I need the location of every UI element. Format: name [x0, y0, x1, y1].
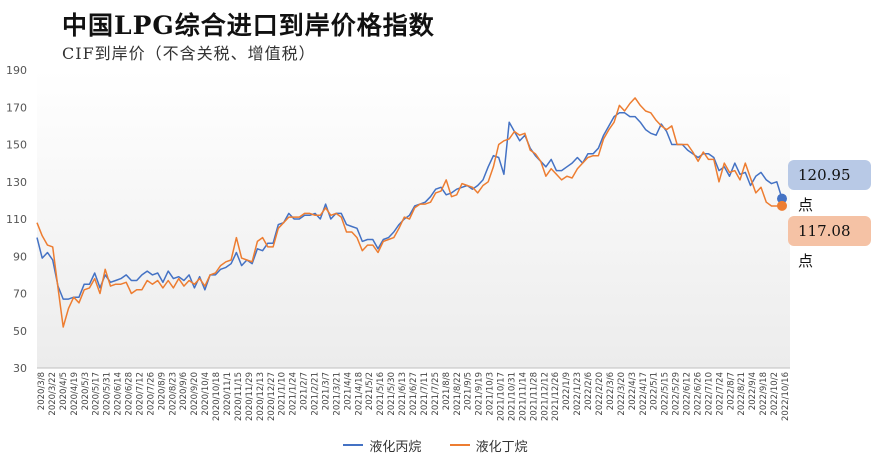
x-tick-label: 2022/7/10: [704, 372, 714, 416]
x-tick-label: 2020/5/3: [81, 372, 91, 410]
x-tick-label: 2020/3/8: [37, 372, 47, 410]
x-tick-label: 2021/10/3: [486, 372, 496, 416]
x-tick-label: 2022/10/16: [781, 372, 791, 421]
legend-label-butane: 液化丁烷: [475, 439, 528, 455]
legend: 液化丙烷 液化丁烷: [0, 435, 871, 455]
x-tick-label: 2020/12/13: [256, 372, 266, 421]
x-tick-label: 2021/1/24: [289, 372, 299, 416]
x-tick-label: 2020/5/31: [103, 372, 113, 416]
y-tick-label: 50: [13, 325, 27, 338]
x-tick-label: 2021/10/17: [497, 372, 507, 421]
y-tick-label: 150: [6, 139, 27, 152]
x-tick-label: 2022/5/15: [661, 372, 671, 416]
x-tick-label: 2021/12/12: [540, 372, 550, 421]
x-tick-label: 2020/6/28: [125, 372, 135, 416]
propane-end-marker: [777, 193, 787, 204]
x-tick-label: 2022/8/21: [737, 372, 747, 416]
x-tick-label: 2022/6/12: [683, 372, 693, 416]
butane-end-marker: [777, 200, 787, 211]
y-tick-label: 190: [6, 64, 27, 77]
x-tick-label: 2021/5/2: [365, 372, 375, 410]
x-tick-label: 2021/9/19: [475, 372, 485, 416]
y-tick-label: 110: [6, 213, 27, 226]
x-tick-label: 2020/10/18: [212, 372, 222, 421]
x-tick-label: 2022/6/26: [693, 372, 703, 416]
x-tick-label: 2020/8/9: [157, 372, 167, 410]
x-tick-label: 2021/1/10: [278, 372, 288, 416]
y-tick-label: 70: [13, 288, 27, 301]
x-tick-label: 2021/8/8: [442, 372, 452, 410]
y-tick-label: 90: [13, 250, 27, 263]
x-tick-label: 2020/4/5: [59, 372, 69, 410]
y-tick-label: 170: [6, 101, 27, 114]
x-tick-label: 2022/9/4: [748, 372, 758, 410]
series-group: [36, 97, 787, 328]
x-tick-label: 2020/7/26: [146, 372, 156, 416]
x-tick-label: 2021/5/16: [376, 372, 386, 416]
x-tick-label: 2021/8/22: [453, 372, 463, 416]
butane-end-label: 117.08点: [788, 216, 871, 270]
x-tick-label: 2022/3/20: [617, 372, 627, 416]
x-tick-label: 2022/1/9: [562, 372, 572, 410]
legend-item-propane[interactable]: 液化丙烷: [343, 436, 421, 455]
x-tick-label: 2022/7/24: [715, 372, 725, 416]
x-tick-label: 2021/2/21: [311, 372, 321, 416]
propane-end-label: 120.95点: [788, 160, 871, 214]
x-tick-label: 2022/8/7: [726, 372, 736, 410]
x-tick-label: 2022/5/1: [650, 372, 660, 410]
x-tick-label: 2022/3/6: [606, 372, 616, 410]
x-tick-label: 2021/7/11: [420, 372, 430, 416]
x-tick-label: 2022/9/18: [759, 372, 769, 416]
x-tick-label: 2020/5/17: [92, 372, 102, 416]
legend-swatch-butane: [449, 444, 470, 446]
x-tick-label: 2020/11/1: [223, 372, 233, 416]
x-tick-label: 2020/3/22: [48, 372, 58, 416]
x-tick-label: 2020/10/4: [201, 372, 211, 416]
x-tick-label: 2021/2/7: [300, 372, 310, 410]
x-tick-label: 2021/11/14: [518, 372, 528, 421]
x-tick-label: 2022/2/6: [584, 372, 594, 410]
x-tick-label: 2022/5/29: [672, 372, 682, 416]
x-tick-label: 2021/6/13: [398, 372, 408, 416]
x-tick-label: 2021/11/28: [529, 372, 539, 421]
x-tick-label: 2020/7/12: [135, 372, 145, 416]
plot-area: [37, 70, 790, 368]
x-tick-label: 2020/4/19: [70, 372, 80, 416]
legend-label-propane: 液化丙烷: [369, 439, 422, 455]
x-tick-label: 2020/12/27: [267, 372, 277, 421]
x-tick-label: 2021/9/5: [464, 372, 474, 410]
x-tick-label: 2021/6/27: [409, 372, 419, 416]
x-tick-label: 2022/1/23: [573, 372, 583, 416]
y-tick-label: 30: [13, 362, 27, 375]
x-tick-label: 2022/10/2: [770, 372, 780, 416]
x-tick-label: 2021/4/4: [343, 372, 353, 410]
x-tick-label: 2022/4/17: [639, 372, 649, 416]
x-tick-label: 2021/12/26: [551, 372, 561, 421]
x-axis: 2020/3/8 2020/3/22 2020/4/5 2020/4/19 2020/5…: [37, 372, 791, 421]
x-tick-label: 2020/11/29: [245, 372, 255, 421]
x-tick-label: 2021/4/18: [354, 372, 364, 416]
y-axis: 30 50 70 90 110 130 150 170 190: [6, 64, 790, 375]
x-tick-label: 2020/6/14: [114, 372, 124, 416]
legend-item-butane[interactable]: 液化丁烷: [449, 436, 528, 455]
chart-title: 中国LPG综合进口到岸价格指数: [62, 11, 435, 40]
x-tick-label: 2021/3/7: [321, 372, 331, 410]
x-tick-label: 2020/11/15: [234, 372, 244, 421]
x-tick-label: 2020/9/6: [179, 372, 189, 410]
x-tick-label: 2021/10/31: [507, 372, 517, 421]
x-tick-label: 2020/9/20: [190, 372, 200, 416]
x-tick-label: 2021/3/21: [332, 372, 342, 416]
chart-subtitle: CIF到岸价（不含关税、增值税）: [62, 44, 316, 63]
x-tick-label: 2022/2/20: [595, 372, 605, 416]
x-tick-label: 2022/4/3: [628, 372, 638, 410]
y-tick-label: 130: [6, 176, 27, 189]
series-line-propane: [36, 112, 783, 300]
series-line-butane: [36, 97, 782, 328]
legend-swatch-propane: [343, 444, 364, 446]
x-tick-label: 2021/7/25: [431, 372, 441, 416]
x-tick-label: 2020/8/23: [168, 372, 178, 416]
x-tick-label: 2021/5/30: [387, 372, 397, 416]
